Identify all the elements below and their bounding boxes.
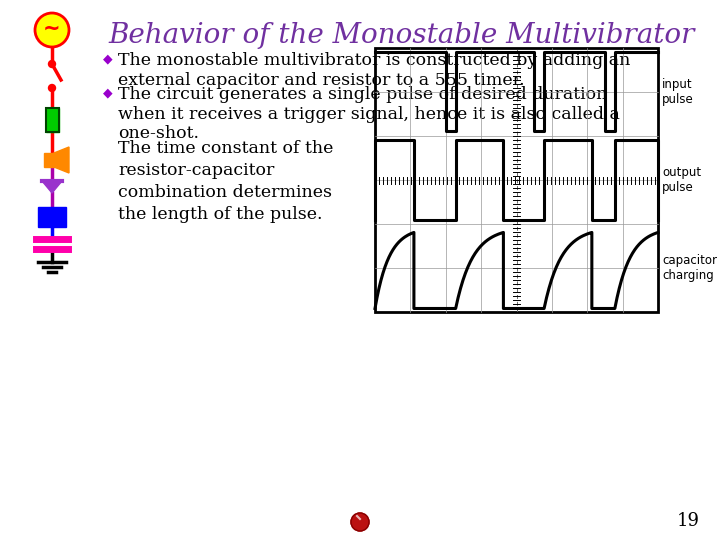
- Circle shape: [35, 13, 69, 47]
- Text: The monostable multivibrator is constructed by adding an
external capacitor and : The monostable multivibrator is construc…: [118, 52, 631, 89]
- Text: output
pulse: output pulse: [662, 166, 701, 194]
- Circle shape: [48, 84, 55, 91]
- Text: input
pulse: input pulse: [662, 78, 694, 106]
- Circle shape: [48, 60, 55, 68]
- Text: ~: ~: [43, 19, 60, 39]
- Bar: [375, 48, 658, 312]
- Text: combination determines: combination determines: [118, 184, 332, 201]
- Text: resistor-capacitor: resistor-capacitor: [118, 162, 274, 179]
- Text: capacitor
charging: capacitor charging: [662, 254, 717, 282]
- Bar: [45, 108, 58, 132]
- Bar: [44, 153, 54, 167]
- Text: ◆: ◆: [103, 86, 113, 99]
- Text: The circuit generates a single pulse of desired duration
when it receives a trig: The circuit generates a single pulse of …: [118, 86, 620, 142]
- Polygon shape: [42, 181, 62, 193]
- Bar: [45, 108, 58, 132]
- Text: ◆: ◆: [103, 52, 113, 65]
- Text: 19: 19: [677, 512, 700, 530]
- Text: Behavior of the Monostable Multivibrator: Behavior of the Monostable Multivibrator: [108, 22, 694, 49]
- Polygon shape: [54, 147, 69, 173]
- Text: the length of the pulse.: the length of the pulse.: [118, 206, 323, 223]
- Text: The time constant of the: The time constant of the: [118, 140, 333, 157]
- Bar: [38, 207, 66, 227]
- Circle shape: [351, 513, 369, 531]
